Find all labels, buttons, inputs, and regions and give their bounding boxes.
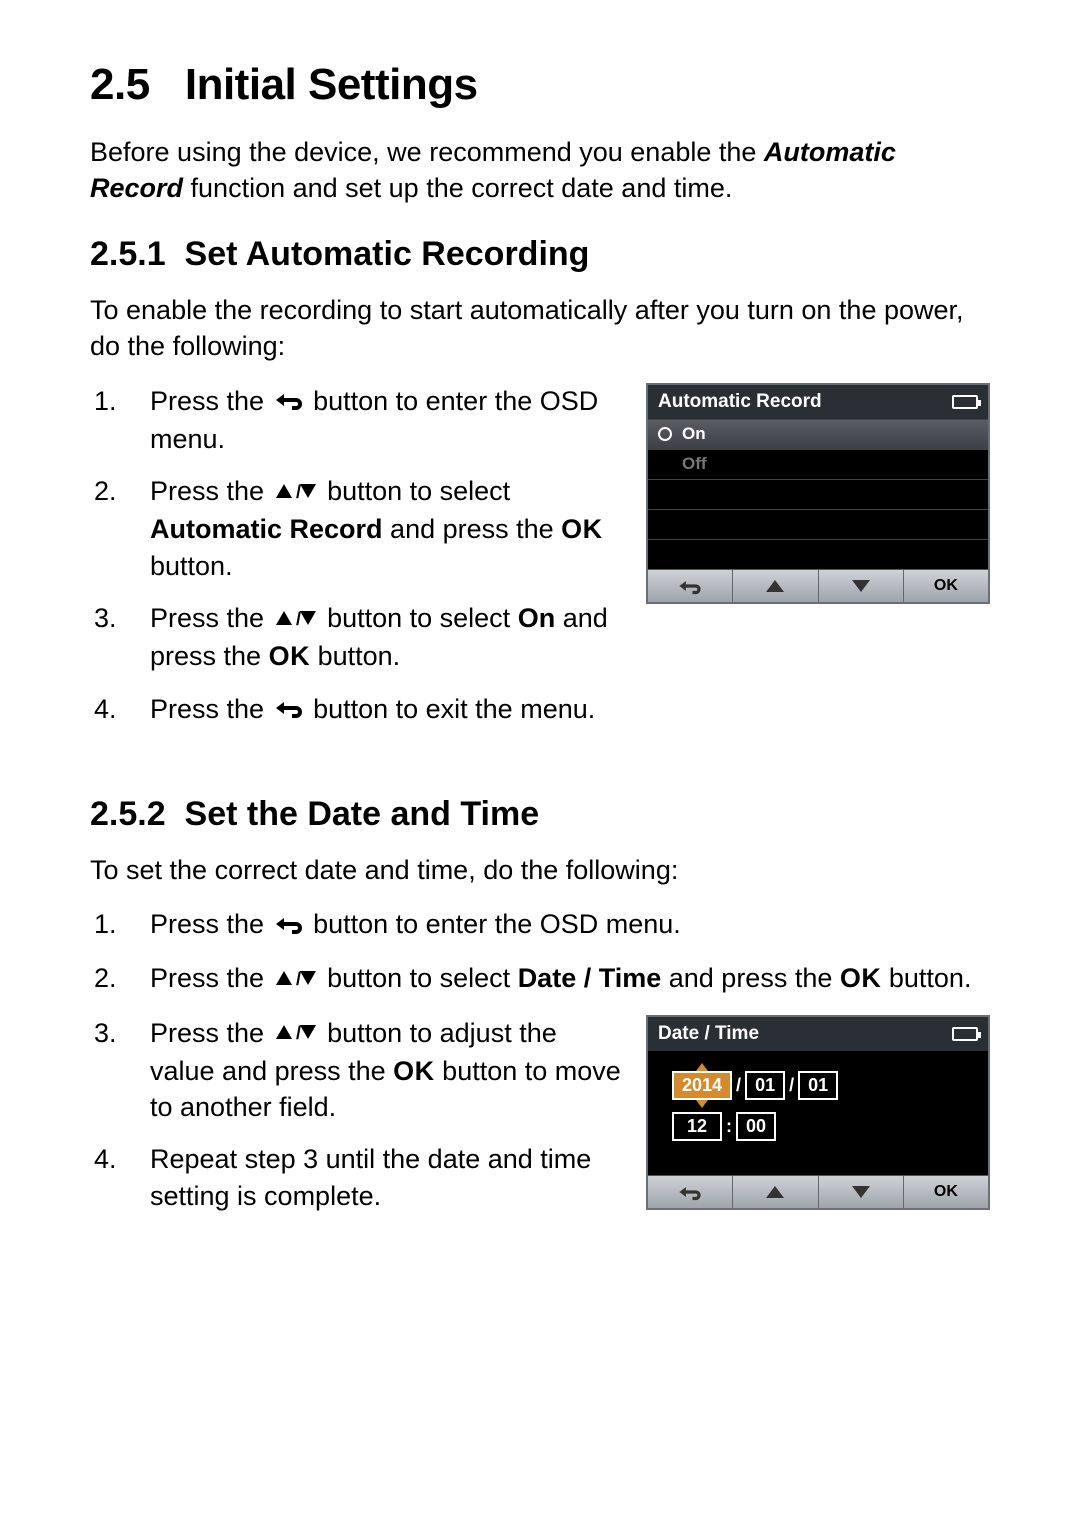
up-down-icon: / bbox=[274, 602, 318, 638]
ok-text: OK bbox=[840, 963, 882, 993]
screenshot-automatic-record: Automatic Record On Off OK bbox=[646, 383, 990, 604]
ok-text: OK bbox=[561, 514, 603, 544]
svg-text:/: / bbox=[296, 969, 301, 989]
hour-field[interactable]: 12 bbox=[672, 1112, 722, 1141]
up-button[interactable] bbox=[733, 1176, 818, 1208]
up-down-icon: / bbox=[274, 1016, 318, 1052]
back-icon bbox=[274, 384, 304, 420]
section1-desc: To enable the recording to start automat… bbox=[90, 292, 990, 365]
ok-text: OK bbox=[393, 1056, 435, 1086]
svg-text:/: / bbox=[296, 482, 301, 502]
list-item: 3. Press the / button to adjust the valu… bbox=[90, 1015, 626, 1126]
intro-paragraph: Before using the device, we recommend yo… bbox=[90, 134, 990, 207]
screenshot-date-time: Date / Time 2014 / 01 / 01 12 : 00 bbox=[646, 1015, 990, 1210]
list-item: 4. Repeat step 3 until the date and time… bbox=[90, 1141, 626, 1214]
option-off[interactable]: Off bbox=[648, 449, 988, 479]
ok-button[interactable]: OK bbox=[904, 1176, 988, 1208]
up-button[interactable] bbox=[733, 570, 818, 602]
back-icon bbox=[274, 908, 304, 944]
heading-2-1: 2.5.1 Set Automatic Recording bbox=[90, 235, 990, 274]
year-field[interactable]: 2014 bbox=[672, 1071, 732, 1100]
day-field[interactable]: 01 bbox=[798, 1071, 838, 1100]
list-item: 2. Press the / button to select Date / T… bbox=[90, 960, 990, 998]
up-down-icon: / bbox=[274, 962, 318, 998]
down-button[interactable] bbox=[819, 1176, 904, 1208]
list-item: 3. Press the / button to select On and p… bbox=[90, 600, 626, 675]
heading-1-title: Initial Settings bbox=[185, 60, 478, 109]
minute-field[interactable]: 00 bbox=[736, 1112, 776, 1141]
back-button[interactable] bbox=[648, 1176, 733, 1208]
option-empty bbox=[648, 539, 988, 569]
section2-desc: To set the correct date and time, do the… bbox=[90, 852, 990, 888]
section2-steps: 1. Press the button to enter the OSD men… bbox=[90, 906, 990, 998]
svg-text:/: / bbox=[296, 1023, 301, 1043]
screenshot-title: Date / Time bbox=[658, 1023, 759, 1045]
list-item: 4. Press the button to exit the menu. bbox=[90, 691, 626, 729]
heading-1-number: 2.5 bbox=[90, 60, 150, 109]
section2-steps-cont: 3. Press the / button to adjust the valu… bbox=[90, 1015, 626, 1215]
list-item: 1. Press the button to enter the OSD men… bbox=[90, 383, 626, 458]
option-empty bbox=[648, 509, 988, 539]
list-item: 2. Press the / button to select Automati… bbox=[90, 473, 626, 584]
ok-button[interactable]: OK bbox=[904, 570, 988, 602]
heading-1: 2.5 Initial Settings bbox=[90, 60, 990, 110]
back-button[interactable] bbox=[648, 570, 733, 602]
battery-icon bbox=[952, 395, 978, 409]
up-down-icon: / bbox=[274, 475, 318, 511]
section1-steps: 1. Press the button to enter the OSD men… bbox=[90, 383, 626, 729]
battery-icon bbox=[952, 1027, 978, 1041]
list-item: 1. Press the button to enter the OSD men… bbox=[90, 906, 990, 944]
option-empty bbox=[648, 479, 988, 509]
back-icon bbox=[274, 692, 304, 728]
heading-2-2: 2.5.2 Set the Date and Time bbox=[90, 795, 990, 834]
option-on[interactable]: On bbox=[648, 419, 988, 449]
down-button[interactable] bbox=[819, 570, 904, 602]
month-field[interactable]: 01 bbox=[745, 1071, 785, 1100]
screenshot-title: Automatic Record bbox=[658, 391, 822, 413]
ok-text: OK bbox=[269, 641, 311, 671]
svg-text:/: / bbox=[296, 609, 301, 629]
